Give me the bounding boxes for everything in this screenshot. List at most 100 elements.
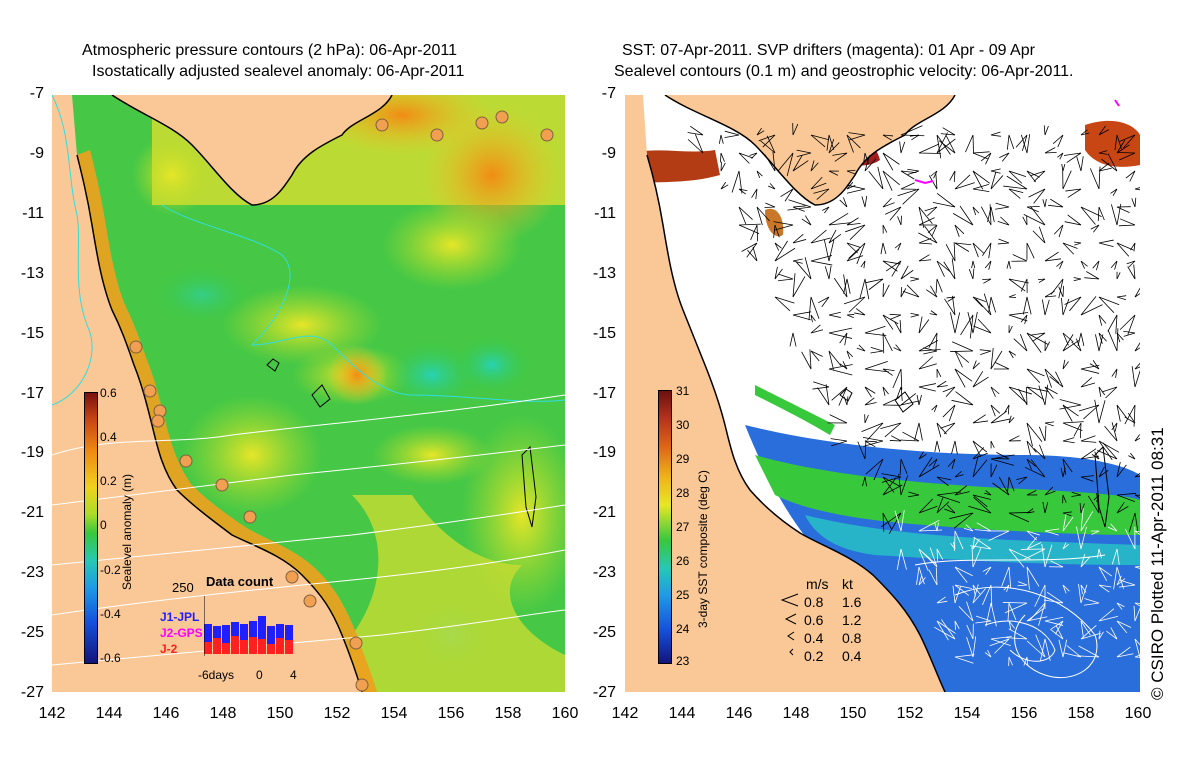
left-xtick: 150 — [266, 705, 294, 722]
sealevel-cbar-tick: -0.4 — [100, 607, 121, 621]
velocity-arrow — [882, 368, 895, 376]
velocity-arrow — [972, 296, 986, 307]
velocity-arrow — [1008, 278, 1029, 292]
velocity-arrow — [764, 151, 776, 172]
velocity-arrow — [1043, 591, 1064, 604]
velocity-arrow — [764, 202, 776, 208]
velocity-arrow — [861, 422, 884, 441]
velocity-arrow — [808, 296, 820, 321]
velocity-arrow — [936, 260, 951, 277]
velocity-arrow — [936, 620, 956, 641]
velocity-arrow — [839, 332, 848, 346]
velocity-arrow — [1089, 360, 1100, 370]
velocity-arrow — [1073, 277, 1082, 282]
velocity-arrow — [900, 393, 920, 406]
mission-j2-gps: J2-GPS — [160, 626, 203, 640]
velocity-arrow — [972, 242, 985, 258]
velocity-arrow — [1098, 566, 1113, 581]
velocity-arrow — [1008, 386, 1032, 404]
velocity-arrow — [881, 473, 902, 483]
velocity-arrow — [949, 512, 974, 529]
velocity-arrow — [934, 440, 941, 452]
velocity-arrow — [916, 394, 922, 406]
velocity-arrow — [899, 141, 906, 154]
velocity-arrow — [966, 636, 977, 658]
velocity-arrow — [918, 519, 943, 532]
mission-j-2: J-2 — [160, 642, 178, 656]
velocity-arrow — [810, 255, 833, 266]
right-ytick: -9 — [601, 145, 616, 162]
velocity-arrow — [822, 206, 830, 214]
velocity-arrow-field — [687, 123, 1140, 667]
velocity-arrow — [1029, 332, 1046, 342]
velocity-arrow — [1134, 602, 1140, 607]
velocity-arrow — [990, 454, 1015, 466]
right-ytick: -19 — [592, 444, 616, 461]
velocity-arrow — [1062, 359, 1069, 370]
sealevel-anomaly-map[interactable] — [52, 95, 565, 692]
left-xtick: 152 — [323, 705, 351, 722]
velocity-arrow — [751, 188, 758, 200]
legend-row-ms: 0.8 — [804, 594, 824, 610]
sst-map[interactable] — [625, 95, 1140, 692]
velocity-arrow — [1026, 566, 1040, 590]
velocity-arrow — [1062, 437, 1075, 444]
velocity-arrow — [1098, 466, 1109, 478]
velocity-arrow — [1128, 452, 1136, 460]
velocity-arrow — [1033, 444, 1046, 460]
data-count-bar-j2 — [267, 644, 275, 654]
velocity-arrow — [687, 125, 704, 136]
left-title-line1: Atmospheric pressure contours (2 hPa): 0… — [82, 42, 457, 59]
data-count-inset: 250 Data count J1-JPL J2-GPS J-2 -6days … — [156, 574, 301, 682]
velocity-arrow — [796, 149, 812, 157]
velocity-arrow — [767, 183, 776, 190]
velocity-arrow — [826, 134, 835, 151]
velocity-arrow — [1026, 332, 1049, 353]
velocity-arrow — [864, 386, 876, 398]
velocity-arrow — [972, 447, 988, 460]
velocity-arrow — [1080, 620, 1091, 638]
velocity-arrow — [789, 332, 797, 347]
velocity-arrow — [778, 273, 794, 282]
velocity-arrow — [994, 452, 1010, 460]
left-xtick: 158 — [494, 705, 522, 722]
velocity-arrow — [1089, 166, 1101, 190]
velocity-arrow — [1050, 625, 1064, 640]
velocity-arrow — [1080, 584, 1087, 595]
velocity-arrow — [928, 458, 938, 470]
velocity-arrow — [828, 311, 841, 318]
velocity-arrow — [1134, 638, 1140, 659]
velocity-arrow — [810, 324, 824, 334]
velocity-arrow — [954, 584, 972, 596]
velocity-arrow — [1134, 434, 1140, 442]
velocity-arrow — [846, 248, 864, 262]
velocity-arrow — [1110, 260, 1118, 270]
velocity-arrow — [1022, 296, 1032, 315]
velocity-arrow — [1080, 508, 1094, 532]
velocity-arrow — [828, 350, 842, 370]
velocity-arrow — [1044, 251, 1062, 262]
velocity-arrow — [900, 431, 920, 442]
velocity-arrow — [1127, 264, 1136, 280]
velocity-arrow — [954, 350, 970, 368]
velocity-arrow — [951, 440, 958, 455]
velocity-arrow — [760, 135, 776, 154]
velocity-arrow — [960, 314, 974, 339]
velocity-arrow — [830, 438, 848, 447]
right-ytick: -27 — [592, 684, 616, 701]
velocity-arrow — [1098, 630, 1104, 640]
velocity-arrow — [1134, 494, 1140, 499]
data-count-bar-j1 — [285, 625, 293, 654]
velocity-arrow — [982, 566, 992, 575]
velocity-arrow — [988, 296, 997, 313]
velocity-arrow — [865, 278, 884, 291]
velocity-arrow — [1032, 226, 1046, 244]
velocity-arrow — [968, 496, 992, 514]
velocity-arrow — [894, 242, 902, 251]
velocity-arrow — [1006, 260, 1011, 269]
velocity-arrow — [1048, 198, 1064, 208]
velocity-arrow — [894, 510, 905, 532]
velocity-arrow — [1134, 287, 1140, 298]
velocity-arrow — [943, 258, 956, 280]
velocity-arrow — [1116, 140, 1130, 154]
